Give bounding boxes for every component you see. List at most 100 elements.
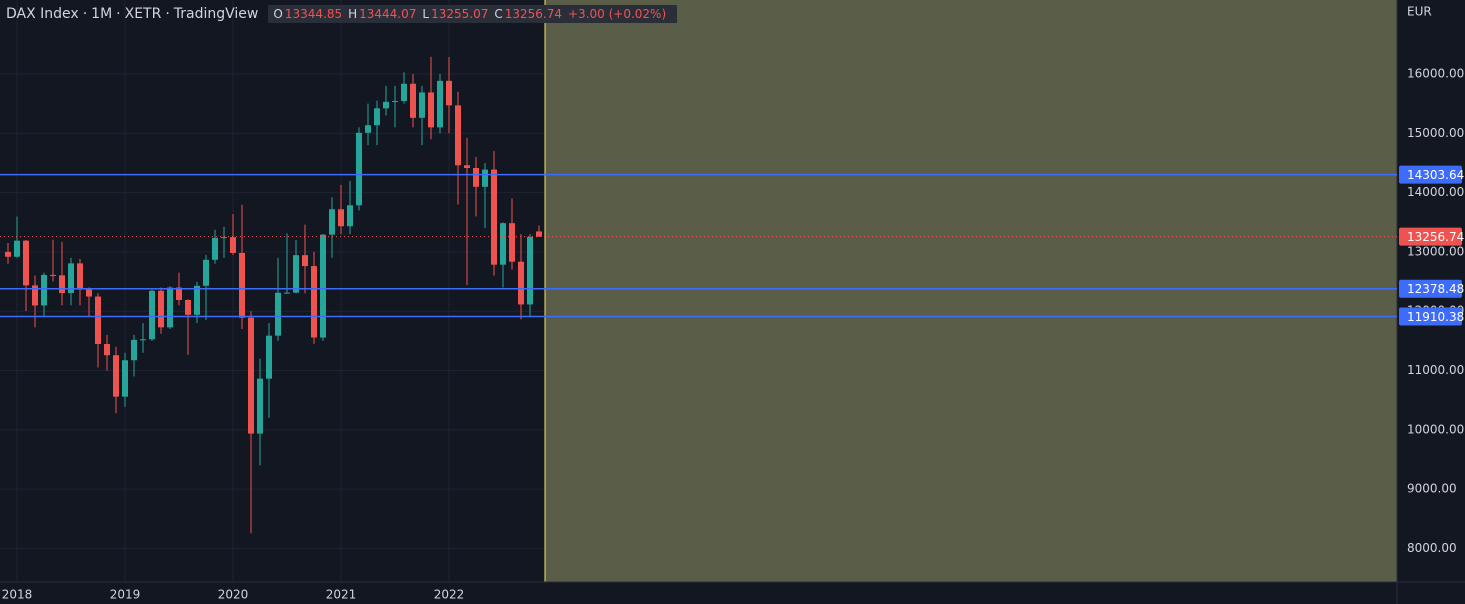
candle-body xyxy=(329,209,335,235)
x-tick-label: 2019 xyxy=(110,588,141,602)
candle-body xyxy=(50,274,56,276)
candle-body xyxy=(221,237,227,239)
candle-body xyxy=(374,108,380,126)
source: TradingView xyxy=(173,6,259,22)
currency-label: EUR xyxy=(1407,5,1432,19)
exchange: XETR xyxy=(124,6,162,22)
candle-body xyxy=(185,299,191,315)
price-tag-label: 11910.38 xyxy=(1407,310,1464,324)
candle-body xyxy=(356,132,362,206)
candle-body xyxy=(167,287,173,328)
ohlc-key: H xyxy=(348,7,358,21)
candle-body xyxy=(311,266,317,338)
y-tick-label: 16000.00 xyxy=(1407,67,1464,81)
candle-body xyxy=(473,167,479,187)
ohlc-value: 13256.74 xyxy=(504,7,562,21)
candle-body xyxy=(302,255,308,267)
ohlc-value: 13344.85 xyxy=(284,7,343,21)
price-tag xyxy=(1399,227,1462,246)
price-tag-label: 13256.74 xyxy=(1407,230,1464,244)
candle-body xyxy=(248,317,254,434)
candle-body xyxy=(275,292,281,336)
candle-body xyxy=(68,263,74,294)
candle-body xyxy=(320,234,326,338)
candle-body xyxy=(392,101,398,103)
ohlc-readout: O 13344.85 H 13444.07 L 13255.07 C 13256.74 … xyxy=(268,5,678,23)
candle-body xyxy=(437,80,443,128)
interval[interactable]: 1M xyxy=(91,6,113,22)
candle-body xyxy=(500,223,506,265)
candle-body xyxy=(176,287,182,300)
price-tag xyxy=(1399,279,1462,298)
x-tick-label: 2020 xyxy=(218,588,249,602)
y-tick-label: 14000.00 xyxy=(1407,185,1464,199)
candle-body xyxy=(239,252,245,318)
y-tick-label: 8000.00 xyxy=(1407,541,1457,555)
price-tag-label: 12378.48 xyxy=(1407,282,1464,296)
candle-body xyxy=(455,105,461,166)
candle-body xyxy=(410,83,416,118)
change: +3.00 (+0.02%) xyxy=(568,7,667,21)
candle-body xyxy=(77,263,83,290)
candle-body xyxy=(230,237,236,253)
candle-body xyxy=(5,251,11,257)
sep: · xyxy=(116,6,121,22)
y-tick-label: 10000.00 xyxy=(1407,422,1464,436)
ohlc-key: L xyxy=(422,7,430,21)
y-tick-label: 15000.00 xyxy=(1407,126,1464,140)
ohlc-key: O xyxy=(273,7,283,21)
candle-body xyxy=(446,80,452,106)
candle-body xyxy=(149,290,155,340)
symbol[interactable]: DAX Index xyxy=(6,6,79,22)
candle-body xyxy=(131,339,137,361)
y-tick-label: 13000.00 xyxy=(1407,244,1464,258)
candle-body xyxy=(284,292,290,294)
chart-header: DAX Index · 1M · XETR · TradingView O 13344.… xyxy=(6,5,678,23)
sep: · xyxy=(82,6,88,22)
ohlc-key: C xyxy=(494,7,503,21)
candle-body xyxy=(32,285,38,306)
candle-body xyxy=(86,289,92,297)
candle-body xyxy=(104,343,110,356)
candle-body xyxy=(347,205,353,227)
shaded-area xyxy=(545,0,1397,582)
x-tick-label: 2021 xyxy=(326,588,357,602)
y-tick-label: 11000.00 xyxy=(1407,363,1464,377)
price-tag xyxy=(1399,307,1462,326)
ohlc-value: 13444.07 xyxy=(359,7,417,21)
candle-body xyxy=(482,169,488,187)
candle-body xyxy=(509,223,515,262)
price-tag-label: 14303.64 xyxy=(1407,168,1464,182)
candle-body xyxy=(95,296,101,344)
candle-body xyxy=(266,335,272,379)
x-tick-label: 2022 xyxy=(434,588,465,602)
candle-body xyxy=(464,165,470,168)
candle-body xyxy=(338,209,344,227)
candle-body xyxy=(401,83,407,102)
candle-body xyxy=(293,255,299,293)
ohlc-value: 13255.07 xyxy=(431,7,489,21)
candle-body xyxy=(527,236,533,305)
candle-body xyxy=(212,237,218,260)
candle-body xyxy=(59,275,65,294)
candle-body xyxy=(158,290,164,328)
candle-body xyxy=(383,101,389,109)
sep: · xyxy=(165,6,170,22)
candle-body xyxy=(419,92,425,118)
candle-body xyxy=(518,261,524,305)
price-tag xyxy=(1399,165,1462,184)
candle-body xyxy=(194,285,200,315)
candle-body xyxy=(365,125,371,133)
candle-body xyxy=(14,240,20,257)
candle-body xyxy=(113,355,119,397)
x-tick-label: 2018 xyxy=(2,588,33,602)
candle-body xyxy=(23,240,29,286)
y-tick-label: 9000.00 xyxy=(1407,482,1457,496)
candle-body xyxy=(122,360,128,397)
candle-body xyxy=(41,274,47,306)
candle-body xyxy=(428,92,434,128)
candle-body xyxy=(140,339,146,341)
candle-body xyxy=(257,378,263,434)
